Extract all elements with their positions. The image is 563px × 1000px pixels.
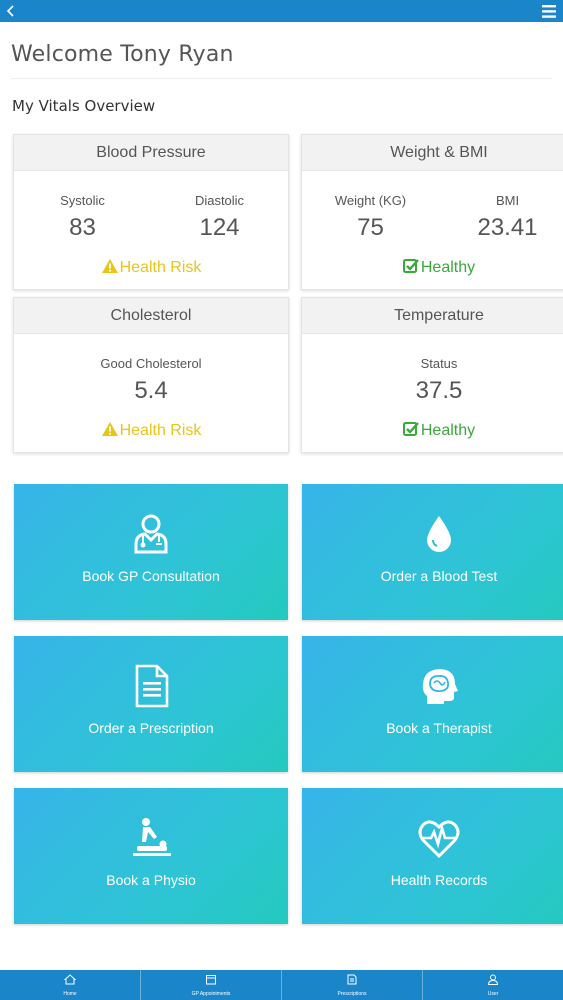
cholesterol-value: 5.4 [134, 377, 168, 404]
temperature-card: Temperature Status 37.5 Healthy [301, 297, 563, 453]
section-title: My Vitals Overview [12, 97, 156, 115]
check-square-icon [402, 422, 419, 436]
chevron-left-icon[interactable] [4, 2, 18, 20]
weight-label: Weight (KG) [334, 193, 407, 208]
card-title: Cholesterol [14, 298, 288, 334]
nav-gp-appointments[interactable]: GP Appointments [141, 970, 282, 1000]
weight-bmi-card: Weight & BMI Weight (KG) 75 BMI 23.41 He… [301, 134, 563, 290]
nav-label: Home [63, 991, 77, 997]
bottom-navigation: Home GP Appointments Prescriptions User [0, 970, 563, 1000]
tile-label: Book GP Consultation [82, 568, 220, 584]
weight-value: 75 [357, 214, 384, 241]
warning-icon [101, 259, 118, 273]
divider [11, 78, 552, 79]
heartbeat-icon [418, 820, 460, 859]
card-title: Temperature [302, 298, 563, 334]
doctor-icon [134, 514, 168, 554]
temperature-value: 37.5 [415, 377, 463, 404]
diastolic-label: Diastolic [194, 193, 245, 208]
book-therapist-tile[interactable]: Book a Therapist [302, 636, 563, 772]
warning-icon [101, 422, 118, 436]
cholesterol-card: Cholesterol Good Cholesterol 5.4 Health … [13, 297, 289, 453]
top-app-bar [0, 0, 563, 22]
user-icon [487, 974, 499, 985]
status-badge: Healthy [302, 258, 563, 277]
status-badge: Health Risk [14, 421, 288, 440]
tile-label: Health Records [390, 872, 488, 888]
check-square-icon [402, 259, 419, 273]
status-text: Healthy [420, 259, 476, 276]
blood-drop-icon [427, 516, 451, 552]
tile-label: Order a Prescription [88, 720, 214, 736]
status-badge: Healthy [302, 421, 563, 440]
home-icon [64, 974, 76, 985]
status-badge: Health Risk [14, 258, 288, 277]
card-title: Blood Pressure [14, 135, 288, 171]
document-icon [135, 664, 169, 708]
nav-home[interactable]: Home [0, 970, 141, 1000]
calendar-icon [206, 975, 216, 985]
order-prescription-tile[interactable]: Order a Prescription [14, 636, 288, 772]
tile-label: Book a Therapist [386, 720, 492, 736]
status-text: Healthy [420, 422, 476, 439]
bmi-value: 23.41 [477, 214, 538, 241]
massage-icon [133, 818, 171, 856]
book-gp-consultation-tile[interactable]: Book GP Consultation [14, 484, 288, 620]
cholesterol-label: Good Cholesterol [100, 356, 202, 371]
blood-pressure-card: Blood Pressure Systolic 83 Diastolic 124… [13, 134, 289, 290]
book-physio-tile[interactable]: Book a Physio [14, 788, 288, 924]
hamburger-menu-icon[interactable] [542, 5, 556, 18]
brain-head-icon [422, 669, 458, 704]
status-text: Health Risk [119, 259, 202, 276]
diastolic-value: 124 [199, 214, 240, 241]
bmi-label: BMI [495, 193, 520, 208]
nav-label: Prescriptions [337, 991, 367, 997]
nav-user[interactable]: User [423, 970, 563, 1000]
status-text: Health Risk [119, 422, 202, 439]
temperature-label: Status [420, 356, 458, 371]
card-title: Weight & BMI [302, 135, 563, 171]
nav-label: GP Appointments [191, 991, 231, 997]
systolic-value: 83 [69, 214, 96, 241]
health-records-tile[interactable]: Health Records [302, 788, 563, 924]
tile-label: Book a Physio [106, 872, 196, 888]
prescription-icon [347, 974, 357, 985]
nav-prescriptions[interactable]: Prescriptions [282, 970, 423, 1000]
welcome-title: Welcome Tony Ryan [11, 42, 234, 67]
order-blood-test-tile[interactable]: Order a Blood Test [302, 484, 563, 620]
systolic-label: Systolic [60, 193, 105, 208]
tile-label: Order a Blood Test [380, 568, 498, 584]
nav-label: User [487, 991, 499, 997]
